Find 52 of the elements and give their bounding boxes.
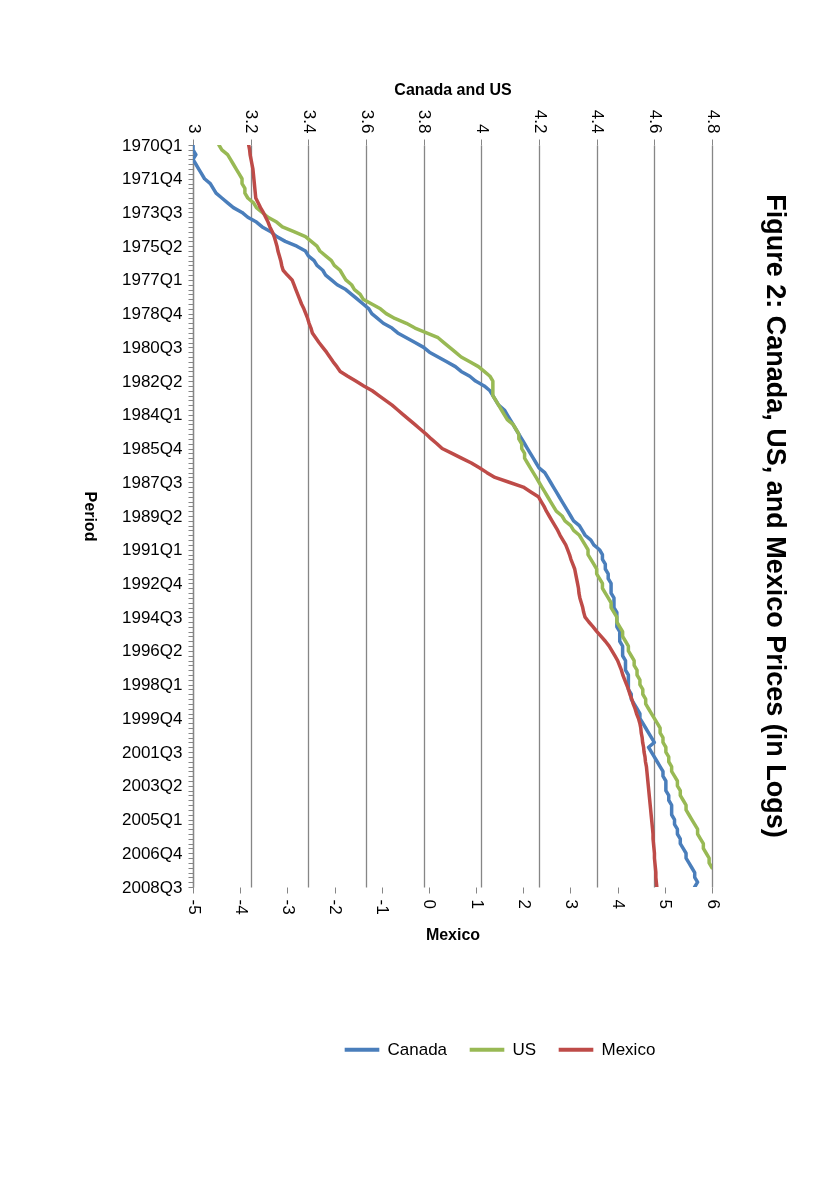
y-tick-label: 1992Q4 — [122, 573, 183, 593]
legend-label: US — [512, 1039, 537, 1059]
y-tick-label: 1970Q1 — [122, 135, 183, 155]
x2-tick-label: 4.6 — [645, 109, 665, 134]
y-axis-title: Period — [82, 491, 99, 542]
x-tick-label: -3 — [278, 899, 298, 915]
y-tick-label: 2006Q4 — [122, 843, 183, 863]
y-tick-label: 1994Q3 — [122, 607, 183, 627]
x2-tick-label: 3.6 — [357, 109, 377, 134]
y-tick-label: 1985Q4 — [122, 439, 183, 459]
y-tick-label: 1989Q2 — [122, 506, 183, 526]
y-tick-label: 1996Q2 — [122, 641, 183, 661]
y-tick-label: 1973Q3 — [122, 202, 183, 222]
x-axis-title: Mexico — [425, 925, 481, 943]
x-tick-label: 3 — [561, 899, 581, 909]
y-tick-label: 2005Q1 — [122, 810, 183, 830]
x-tick-label: -4 — [231, 899, 251, 915]
y-tick-label: 1987Q3 — [122, 472, 183, 492]
y-tick-label: 1975Q2 — [122, 236, 183, 256]
y-tick-label: 1980Q3 — [122, 337, 183, 357]
x-tick-label: 6 — [703, 899, 723, 909]
legend-label: Mexico — [601, 1039, 656, 1059]
y-tick-label: 1982Q2 — [122, 371, 183, 391]
y-tick-label: 1998Q1 — [122, 675, 183, 695]
x2-tick-label: 4.4 — [588, 109, 608, 134]
x-tick-label: 5 — [656, 899, 676, 909]
x2-tick-label: 4 — [472, 124, 492, 134]
y-tick-label: 1971Q4 — [122, 169, 183, 189]
x2-tick-label: 3.8 — [415, 109, 435, 134]
y-tick-label: 1978Q4 — [122, 304, 183, 324]
x-tick-label: 4 — [609, 899, 629, 909]
y-tick-label: 2008Q3 — [122, 877, 183, 897]
x-tick-label: 1 — [467, 899, 487, 909]
y-tick-label: 1977Q1 — [122, 270, 183, 290]
y-tick-label: 1999Q4 — [122, 708, 183, 728]
x2-tick-label: 3 — [184, 124, 204, 134]
y-tick-label: 2001Q3 — [122, 742, 183, 762]
x2-tick-label: 4.2 — [530, 109, 550, 134]
x-tick-label: -2 — [326, 899, 346, 915]
x2-tick-label: 4.8 — [703, 109, 723, 134]
x-tick-label: 0 — [420, 899, 440, 909]
x-tick-label: 2 — [514, 899, 534, 909]
legend-label: Canada — [387, 1039, 448, 1059]
x-tick-label: -5 — [184, 899, 204, 915]
x2-tick-label: 3.4 — [299, 109, 319, 134]
x2-tick-label: 3.2 — [242, 109, 262, 134]
y-tick-label: 2003Q2 — [122, 776, 183, 796]
text: Figure 2: Canada, US, and Mexico Prices (in Logs) — [761, 194, 791, 838]
y-tick-label: 1991Q1 — [122, 540, 183, 560]
y-tick-label: 1984Q1 — [122, 405, 183, 425]
x2-axis-title: Canada and US — [394, 80, 513, 98]
x-tick-label: -1 — [373, 899, 393, 915]
